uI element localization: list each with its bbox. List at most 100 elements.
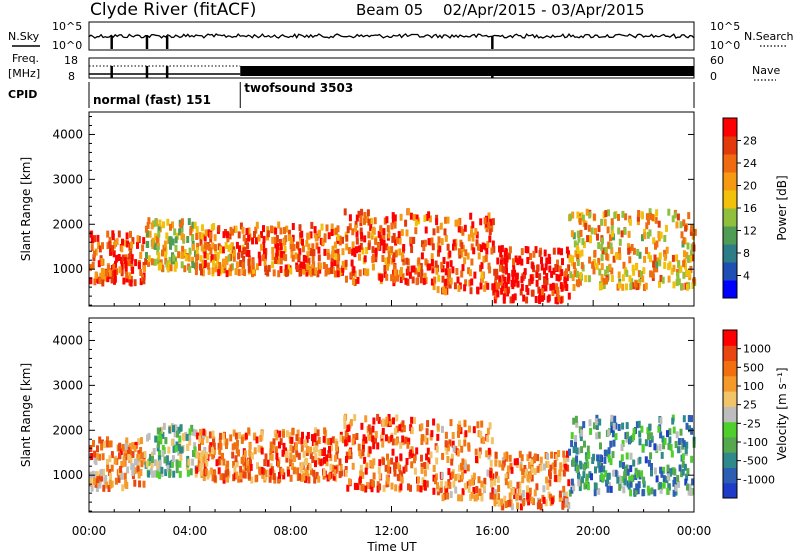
range-cell	[179, 424, 183, 432]
range-cell	[452, 480, 456, 488]
range-cell	[188, 428, 192, 436]
range-cell	[594, 227, 597, 235]
range-cell	[133, 467, 137, 475]
range-cell	[119, 448, 123, 456]
range-cell	[530, 496, 534, 504]
range-cell	[589, 427, 593, 435]
range-cell	[155, 470, 159, 478]
range-cell	[440, 472, 444, 480]
range-cell	[390, 274, 394, 282]
range-cell	[606, 265, 609, 273]
range-cell	[618, 460, 622, 468]
range-cell	[498, 275, 502, 283]
range-cell	[306, 432, 310, 439]
range-cell	[297, 452, 301, 460]
range-cell	[161, 431, 165, 439]
range-cell	[651, 271, 655, 279]
range-cell	[612, 255, 616, 263]
range-cell	[395, 236, 399, 244]
range-cell	[426, 420, 430, 428]
range-cell	[567, 479, 571, 487]
range-cell	[490, 480, 493, 488]
range-cell	[623, 227, 627, 235]
range-cell	[452, 239, 456, 247]
range-cell	[129, 455, 133, 463]
range-cell	[139, 251, 143, 259]
range-cell	[178, 435, 182, 443]
range-cell	[669, 443, 673, 451]
range-cell	[511, 296, 515, 304]
range-cell	[226, 460, 230, 468]
range-cell	[407, 483, 410, 491]
range-cell	[270, 225, 273, 233]
colorbar-swatch	[723, 226, 737, 245]
range-cell	[372, 253, 375, 261]
range-cell	[160, 466, 164, 474]
range-cell	[274, 256, 278, 264]
range-cell	[429, 451, 433, 459]
range-cell	[352, 278, 355, 285]
range-cell	[662, 466, 666, 474]
range-cell	[604, 246, 608, 254]
range-cell	[359, 227, 363, 235]
range-cell	[457, 248, 461, 256]
range-cell	[424, 226, 428, 234]
range-cell	[200, 450, 204, 458]
range-cell	[410, 427, 414, 435]
range-cell	[451, 440, 455, 448]
nave-label: Nave	[752, 64, 780, 77]
range-cell	[371, 435, 375, 443]
range-cell	[247, 250, 251, 257]
range-cell	[409, 424, 413, 432]
range-cell	[444, 216, 448, 224]
range-cell	[178, 228, 182, 236]
range-cell	[641, 212, 644, 220]
range-cell	[573, 270, 577, 278]
range-cell	[121, 254, 125, 262]
range-cell	[632, 282, 636, 290]
range-cell	[296, 241, 299, 249]
range-cell	[229, 226, 233, 234]
range-cell	[243, 450, 247, 458]
range-cell	[434, 477, 437, 485]
range-cell	[617, 227, 621, 235]
range-cell	[318, 449, 322, 457]
range-cell	[686, 483, 689, 491]
range-cell	[518, 481, 522, 489]
range-cell	[628, 476, 632, 483]
range-cell	[264, 453, 268, 461]
range-cell	[433, 276, 437, 284]
range-cell	[198, 232, 202, 239]
range-cell	[614, 469, 618, 477]
colorbar-swatch	[723, 208, 737, 227]
range-cell	[391, 448, 395, 456]
range-cell	[469, 494, 472, 501]
range-cell	[632, 268, 636, 276]
range-cell	[559, 464, 563, 472]
range-cell	[675, 431, 679, 439]
range-cell	[421, 434, 425, 442]
range-cell	[235, 261, 239, 269]
range-cell	[584, 275, 588, 283]
range-cell	[620, 230, 624, 238]
range-cell	[200, 268, 203, 276]
range-cell	[637, 210, 641, 217]
range-cell	[169, 223, 172, 231]
range-cell	[292, 455, 296, 463]
range-cell	[247, 234, 251, 242]
range-cell	[513, 458, 517, 466]
range-cell	[391, 212, 395, 220]
range-cell	[262, 241, 266, 249]
range-cell	[92, 477, 96, 485]
range-cell	[566, 250, 570, 258]
range-cell	[677, 438, 681, 445]
range-cell	[457, 430, 460, 438]
range-cell	[523, 465, 527, 472]
range-cell	[167, 446, 171, 454]
range-cell	[137, 261, 141, 269]
range-cell	[212, 442, 216, 450]
range-cell	[360, 422, 364, 430]
range-cell	[128, 272, 132, 280]
range-cell	[289, 444, 293, 452]
range-cell	[296, 467, 300, 475]
